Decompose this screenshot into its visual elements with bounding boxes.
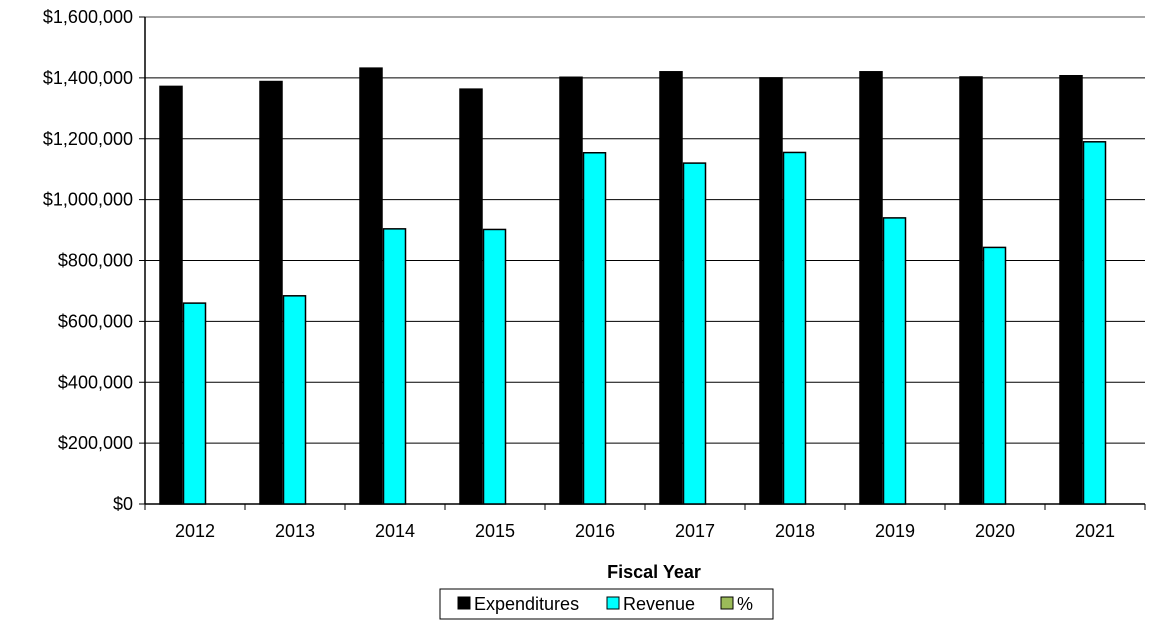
bar-expenditures-2013 bbox=[259, 80, 283, 505]
bar-revenue-2016 bbox=[582, 152, 607, 505]
y-tick-label: $400,000 bbox=[58, 372, 133, 392]
legend: Expenditures Revenue% bbox=[439, 588, 774, 620]
bar-expenditures-2020 bbox=[959, 76, 983, 505]
x-tick-label: 2017 bbox=[675, 521, 715, 541]
bar-revenue-2021 bbox=[1082, 141, 1107, 505]
legend-label-2: Revenue bbox=[623, 594, 695, 614]
x-axis-title: Fiscal Year bbox=[607, 562, 701, 582]
bar-expenditures-2016 bbox=[559, 76, 583, 505]
legend-swatch-2 bbox=[606, 596, 620, 610]
bar-expenditures-2021 bbox=[1059, 74, 1083, 505]
legend-swatch-1 bbox=[457, 596, 471, 610]
x-tick-label: 2014 bbox=[375, 521, 415, 541]
y-tick-label: $1,000,000 bbox=[43, 190, 133, 210]
bar-expenditures-2015 bbox=[459, 88, 483, 505]
y-tick-label: $0 bbox=[113, 494, 133, 514]
y-tick-label: $1,400,000 bbox=[43, 68, 133, 88]
x-tick-label: 2016 bbox=[575, 521, 615, 541]
x-tick-label: 2012 bbox=[175, 521, 215, 541]
x-tick-label: 2019 bbox=[875, 521, 915, 541]
bar-revenue-2015 bbox=[482, 228, 507, 505]
x-tick-label: 2013 bbox=[275, 521, 315, 541]
x-tick-label: 2021 bbox=[1075, 521, 1115, 541]
bar-expenditures-2012 bbox=[159, 85, 183, 505]
y-tick-label: $200,000 bbox=[58, 433, 133, 453]
bars bbox=[159, 67, 1107, 505]
y-tick-labels: $0 $200,000 $400,000 $600,000 $800,000 $1,000… bbox=[43, 7, 133, 514]
y-tick-label: $1,200,000 bbox=[43, 129, 133, 149]
y-tick-label: $600,000 bbox=[58, 311, 133, 331]
bar-revenue-2014 bbox=[382, 228, 407, 505]
bar-revenue-2012 bbox=[182, 302, 207, 505]
bar-revenue-2017 bbox=[682, 162, 707, 505]
x-tick-labels: 2012 2013 2014 2015 2016 2017 2018 2019 2020 2021 bbox=[175, 521, 1115, 541]
bar-expenditures-2018 bbox=[759, 77, 783, 505]
y-tick-label: $800,000 bbox=[58, 251, 133, 271]
legend-swatch-3 bbox=[720, 596, 734, 610]
y-tick-label: $1,600,000 bbox=[43, 7, 133, 27]
x-tick-label: 2015 bbox=[475, 521, 515, 541]
bar-expenditures-2014 bbox=[359, 67, 383, 505]
x-tick-label: 2020 bbox=[975, 521, 1015, 541]
bar-revenue-2018 bbox=[782, 151, 807, 505]
bar-expenditures-2019 bbox=[859, 71, 883, 505]
legend-label-3: % bbox=[737, 594, 753, 614]
bar-revenue-2013 bbox=[282, 295, 307, 505]
gridlines bbox=[145, 16, 1145, 444]
legend-label-1: Expenditures bbox=[474, 594, 579, 614]
bar-expenditures-2017 bbox=[659, 71, 683, 505]
bar-revenue-2019 bbox=[882, 217, 907, 505]
x-tick-label: 2018 bbox=[775, 521, 815, 541]
bar-revenue-2020 bbox=[982, 246, 1007, 505]
